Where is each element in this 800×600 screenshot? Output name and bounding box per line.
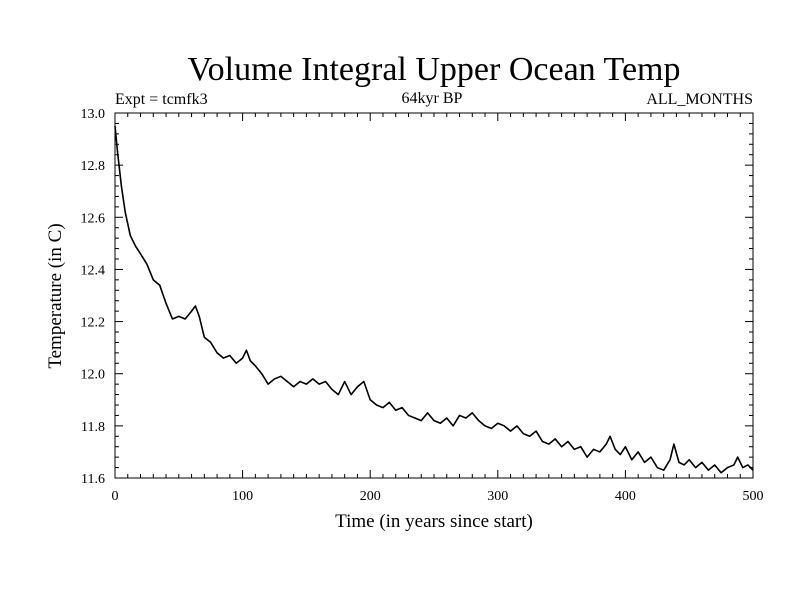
x-tick-label: 200 [360, 489, 381, 504]
chart-title: Volume Integral Upper Ocean Temp [188, 51, 681, 88]
y-tick-label: 11.8 [81, 420, 105, 435]
temperature-series-line [114, 125, 754, 474]
period-label: 64kyr BP [402, 90, 463, 107]
y-axis-label: Temperature (in C) [45, 223, 66, 368]
tick-labels: 0 100 200 300 400 500 11.6 11.8 12.0 12.2 12.4 12.6… [81, 107, 764, 504]
months-label: ALL_MONTHS [646, 91, 753, 108]
x-tick-label: 500 [743, 489, 764, 504]
y-tick-label: 12.4 [81, 263, 106, 278]
y-tick-label: 11.6 [81, 472, 105, 487]
x-tick-label: 0 [112, 489, 119, 504]
experiment-label: Expt = tcmfk3 [115, 91, 208, 108]
series-layer [114, 125, 754, 474]
axis-ticks [114, 112, 754, 479]
y-tick-label: 12.0 [81, 368, 106, 383]
y-tick-label: 12.2 [81, 316, 106, 331]
y-tick-label: 13.0 [81, 107, 106, 122]
x-tick-label: 400 [615, 489, 636, 504]
x-tick-label: 300 [487, 489, 508, 504]
plot-frame [114, 112, 754, 479]
x-axis-label: Time (in years since start) [335, 511, 533, 532]
y-tick-label: 12.6 [81, 211, 106, 226]
x-tick-label: 100 [232, 489, 253, 504]
y-tick-label: 12.8 [81, 159, 106, 174]
